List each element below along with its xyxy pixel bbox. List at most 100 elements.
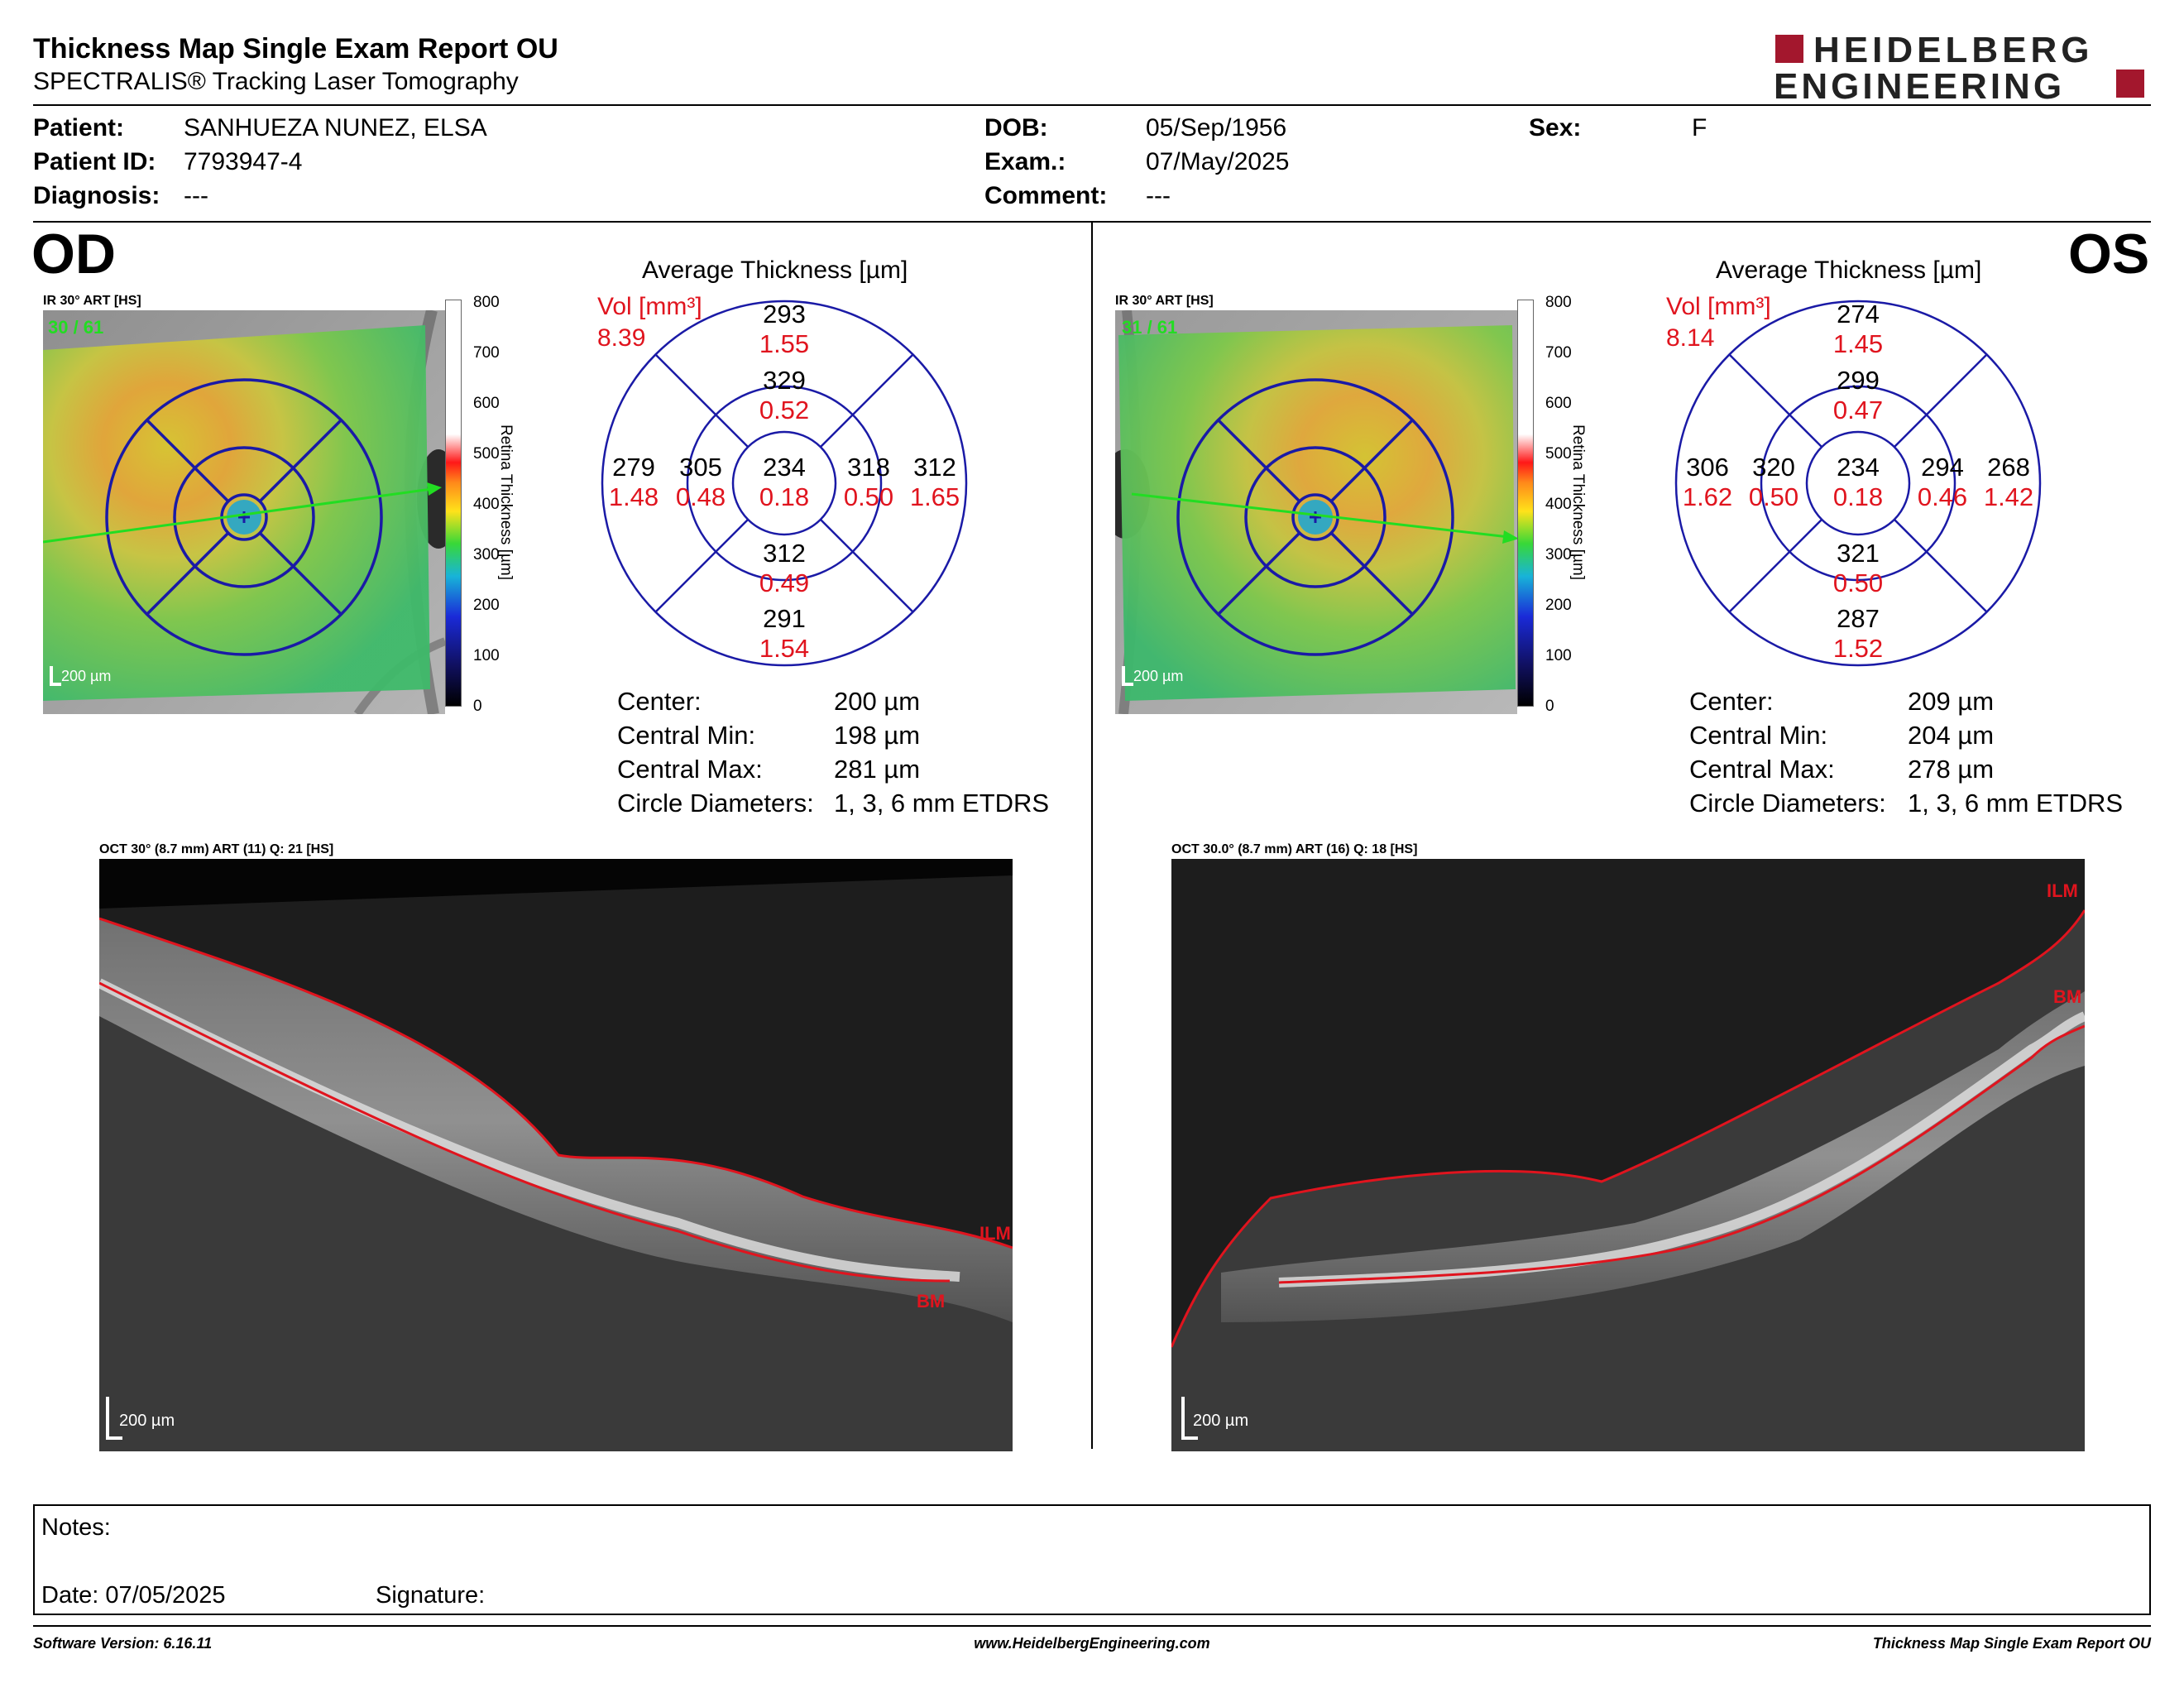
os-vol-total: 8.14 [1666, 324, 1715, 352]
od-outer-right: 312 1.65 [909, 453, 960, 511]
od-center: 234 0.18 [759, 453, 810, 511]
os-tick-0: 0 [1545, 698, 1554, 715]
exam-label: Exam.: [984, 148, 1066, 175]
footer-divider [33, 1625, 2151, 1627]
sex-label: Sex: [1529, 114, 1582, 141]
od-inner-inferior: 312 0.49 [759, 539, 810, 597]
os-etdrs-grid [1673, 298, 2043, 669]
footer-report-name: Thickness Map Single Exam Report OU [1872, 1635, 2151, 1652]
os-stat-label: Central Min: [1689, 721, 1828, 750]
software-version: Software Version: 6.16.11 [33, 1635, 213, 1652]
od-colorbar [445, 300, 462, 707]
od-vol-total: 8.39 [597, 324, 646, 352]
os-tick-400: 400 [1545, 496, 1572, 513]
os-vol-label: Vol [mm³] [1666, 293, 1771, 320]
od-inner-right: 318 0.50 [843, 453, 894, 511]
report-subtitle: SPECTRALIS® Tracking Laser Tomography [33, 68, 519, 95]
header-divider [33, 104, 2151, 106]
os-tick-200: 200 [1545, 597, 1572, 614]
notes-label: Notes: [41, 1514, 111, 1541]
od-stat-label: Central Max: [617, 755, 763, 784]
os-avg-title: Average Thickness [µm] [1716, 257, 1982, 284]
os-tick-500: 500 [1545, 445, 1572, 463]
od-stat-label: Circle Diameters: [617, 789, 814, 818]
od-tick-500: 500 [473, 445, 500, 463]
od-outer-superior: 293 1.55 [759, 300, 810, 358]
os-outer-right: 268 1.42 [1983, 453, 2034, 511]
od-inner-left: 305 0.48 [675, 453, 726, 511]
report-title: Thickness Map Single Exam Report OU [33, 33, 558, 65]
os-bm-label: BM [2053, 986, 2082, 1007]
patient-label: Patient: [33, 114, 125, 141]
signature-label: Signature: [376, 1582, 486, 1609]
od-vol-label: Vol [mm³] [597, 293, 702, 320]
os-ir-label: IR 30° ART [HS] [1115, 294, 1214, 308]
od-fundus-map: 30 / 61 200 µm [42, 309, 460, 717]
od-tick-100: 100 [473, 647, 500, 664]
os-fundus-map: 31 / 61 200 µm [1100, 309, 1519, 715]
os-colorbar [1517, 300, 1534, 707]
os-inner-right: 294 0.46 [1917, 453, 1968, 511]
od-tick-0: 0 [473, 698, 482, 715]
os-stat-value: 209 µm [1908, 687, 1995, 716]
od-oct-scan: ILM BM 200 µm [99, 859, 1013, 1451]
os-tick-700: 700 [1545, 344, 1572, 362]
od-stat-label: Center: [617, 687, 702, 716]
os-fundus-scale: 200 µm [1133, 668, 1184, 684]
os-colorbar-ticks: 800 700 600 500 400 300 200 100 0 [1534, 294, 1592, 715]
od-tick-600: 600 [473, 395, 500, 412]
diagnosis-label: Diagnosis: [33, 182, 160, 209]
od-outer-inferior: 291 1.54 [759, 604, 810, 663]
center-divider [1091, 223, 1093, 1449]
os-oct-label: OCT 30.0° (8.7 mm) ART (16) Q: 18 [HS] [1171, 842, 1418, 856]
dob-label: DOB: [984, 114, 1048, 141]
od-inner-superior: 329 0.52 [759, 366, 810, 424]
os-stat-label: Center: [1689, 687, 1774, 716]
sex-value: F [1692, 114, 1707, 141]
od-fundus-scale: 200 µm [61, 668, 112, 684]
os-label: OS [2068, 223, 2150, 285]
od-tick-300: 300 [473, 546, 500, 563]
od-stat-value: 281 µm [834, 755, 921, 784]
od-bm-label: BM [917, 1291, 946, 1312]
logo-line2: ENGINEERING [1774, 66, 2066, 107]
os-stat-value: 204 µm [1908, 721, 1995, 750]
od-avg-title: Average Thickness [µm] [642, 257, 908, 284]
os-stat-value: 278 µm [1908, 755, 1995, 784]
dob-value: 05/Sep/1956 [1146, 114, 1287, 141]
notes-box: Notes: Date: 07/05/2025 Signature: [33, 1504, 2151, 1615]
os-colorbar-title: Retina Thickness [µm] [1569, 424, 1587, 580]
od-oct-label: OCT 30° (8.7 mm) ART (11) Q: 21 [HS] [99, 842, 334, 856]
od-etdrs-grid [599, 298, 970, 669]
os-center: 234 0.18 [1832, 453, 1884, 511]
od-ilm-label: ILM [979, 1223, 1011, 1244]
comment-value: --- [1146, 182, 1171, 209]
os-outer-inferior: 287 1.52 [1832, 604, 1884, 663]
os-tick-300: 300 [1545, 546, 1572, 563]
diagnosis-value: --- [184, 182, 208, 209]
od-stat-value: 200 µm [834, 687, 921, 716]
od-outer-left: 279 1.48 [608, 453, 659, 511]
os-frame-count: 31 / 61 [1122, 317, 1178, 338]
od-stat-label: Central Min: [617, 721, 756, 750]
od-stat-value: 1, 3, 6 mm ETDRS [834, 789, 1050, 818]
od-label: OD [31, 223, 116, 285]
od-tick-200: 200 [473, 597, 500, 614]
os-inner-left: 320 0.50 [1748, 453, 1799, 511]
os-oct-scan: ILM BM 200 µm [1171, 859, 2085, 1451]
heidelberg-logo: HEIDELBERG ENGINEERING [1770, 30, 2151, 107]
od-ir-label: IR 30° ART [HS] [43, 294, 141, 308]
patient-name: SANHUEZA NUNEZ, ELSA [184, 114, 487, 141]
od-stat-value: 198 µm [834, 721, 921, 750]
od-colorbar-ticks: 800 700 600 500 400 300 200 100 0 [462, 294, 520, 715]
os-tick-800: 800 [1545, 294, 1572, 311]
exam-value: 07/May/2025 [1146, 148, 1290, 175]
date-label: Date: 07/05/2025 [41, 1582, 226, 1609]
od-oct-scale: 200 µm [119, 1412, 175, 1430]
os-stat-value: 1, 3, 6 mm ETDRS [1908, 789, 2124, 818]
os-inner-inferior: 321 0.50 [1832, 539, 1884, 597]
os-outer-superior: 274 1.45 [1832, 300, 1884, 358]
website-link[interactable]: www.HeidelbergEngineering.com [974, 1635, 1210, 1652]
os-outer-left: 306 1.62 [1682, 453, 1733, 511]
info-divider [33, 221, 2151, 223]
